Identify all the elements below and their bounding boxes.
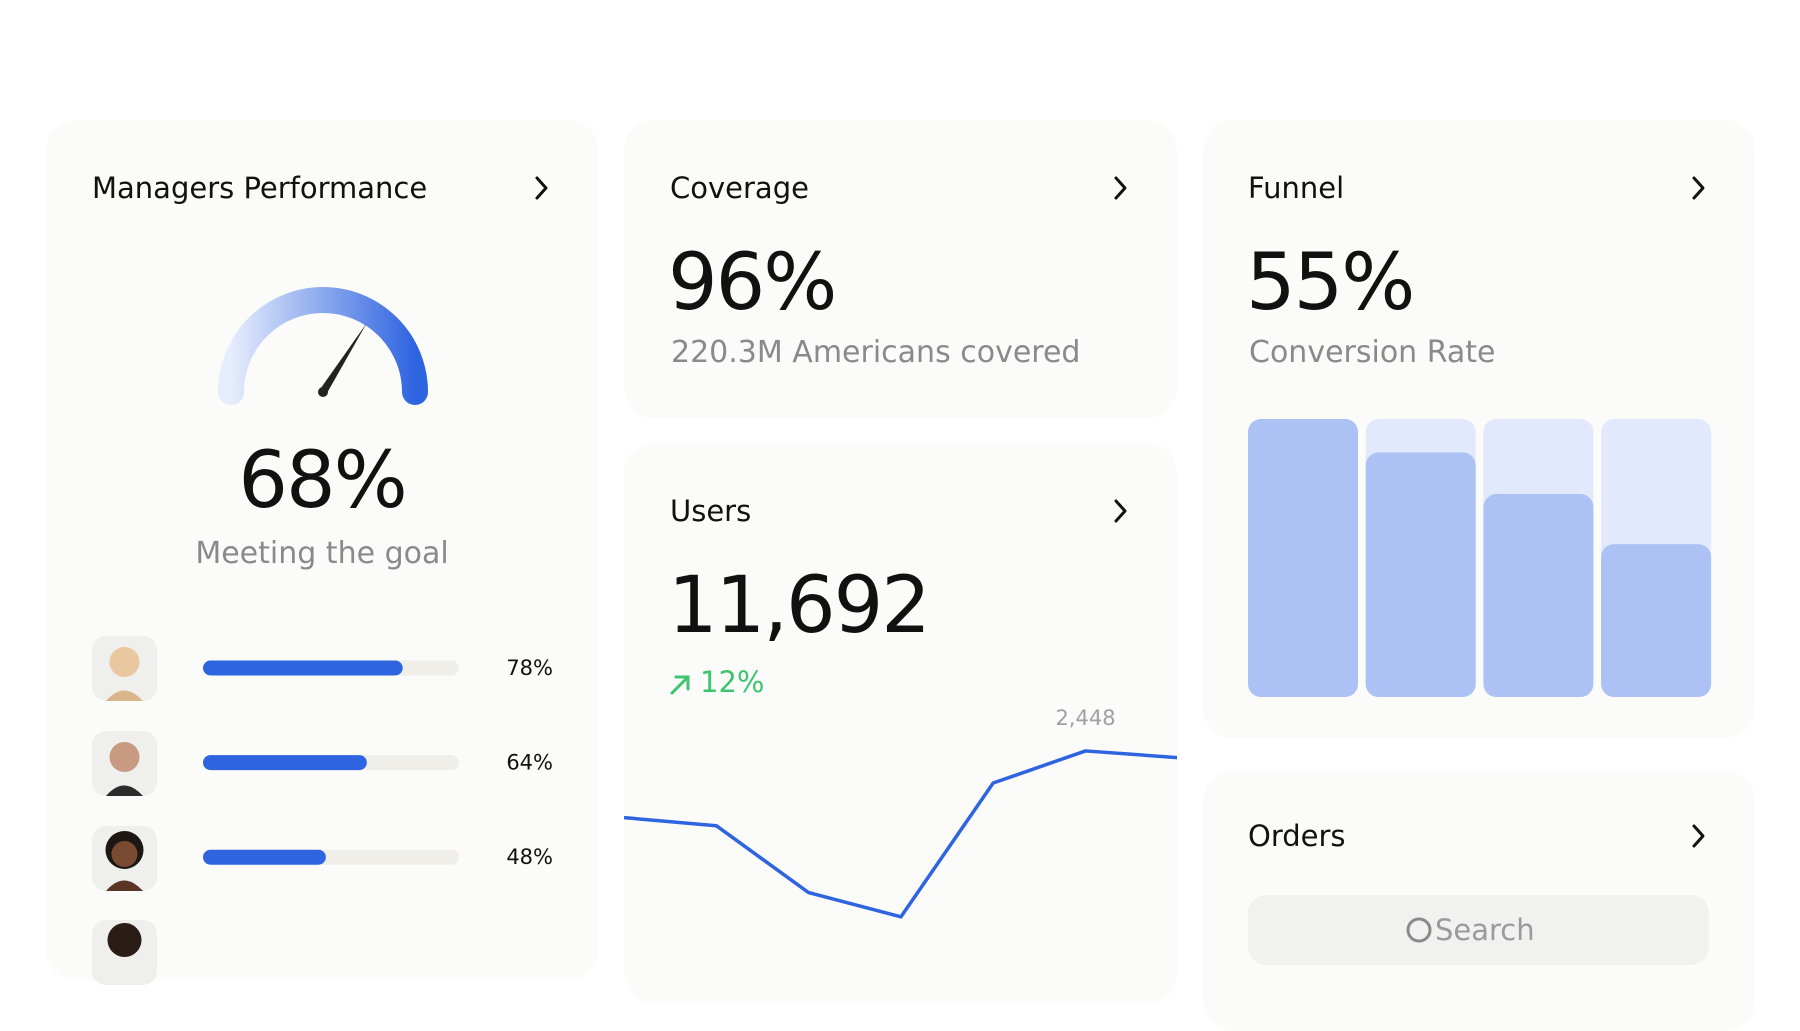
card-title: Coverage [670,171,809,205]
overlay: 78% 64% 48% 2,448 [92,176,1712,985]
funnel-bar [1601,544,1712,697]
gauge-hub [318,387,328,397]
funnel-caption: Conversion Rate [1249,335,1496,370]
card-title: Users [670,494,752,528]
progress-bar [203,660,403,676]
chevron[interactable] [535,176,548,200]
gauge-needle [319,322,367,395]
users-card [624,443,1177,1003]
funnel-value: 55% [1246,238,1415,328]
users-change: 12% [700,665,765,699]
coverage-value: 96% [668,238,837,328]
users-value: 11,692 [668,561,931,651]
funnel-bar [1365,452,1476,697]
card-title: Orders [1248,819,1346,853]
dashboard: {"managers": {"title": "Managers Perform… [92,120,1712,985]
progress-label: 78% [506,656,553,680]
gauge-arc [218,287,428,405]
coverage-caption: 220.3M Americans covered [671,335,1081,370]
funnel-bar [1483,494,1594,697]
users-line [624,749,1177,919]
progress-bar [203,755,367,771]
chevron[interactable] [1114,499,1127,523]
funnel-bar [1248,419,1358,697]
chevron[interactable] [1692,824,1705,848]
chevron[interactable] [1692,176,1705,200]
line-chart [624,749,1177,919]
chevron[interactable] [1114,176,1127,200]
progress-label: 64% [506,751,553,775]
coverage-card [624,120,1177,418]
gauge-caption: Meeting the goal [195,536,449,571]
card-title: Managers Performance [92,171,428,205]
up-arrow [670,675,690,695]
progress-label: 48% [506,845,553,869]
progress-bar [203,849,326,865]
card-title: Funnel [1248,171,1345,205]
avatars [92,636,157,985]
peak-label: 2,448 [1055,706,1115,730]
gauge-value: 68% [238,436,407,526]
